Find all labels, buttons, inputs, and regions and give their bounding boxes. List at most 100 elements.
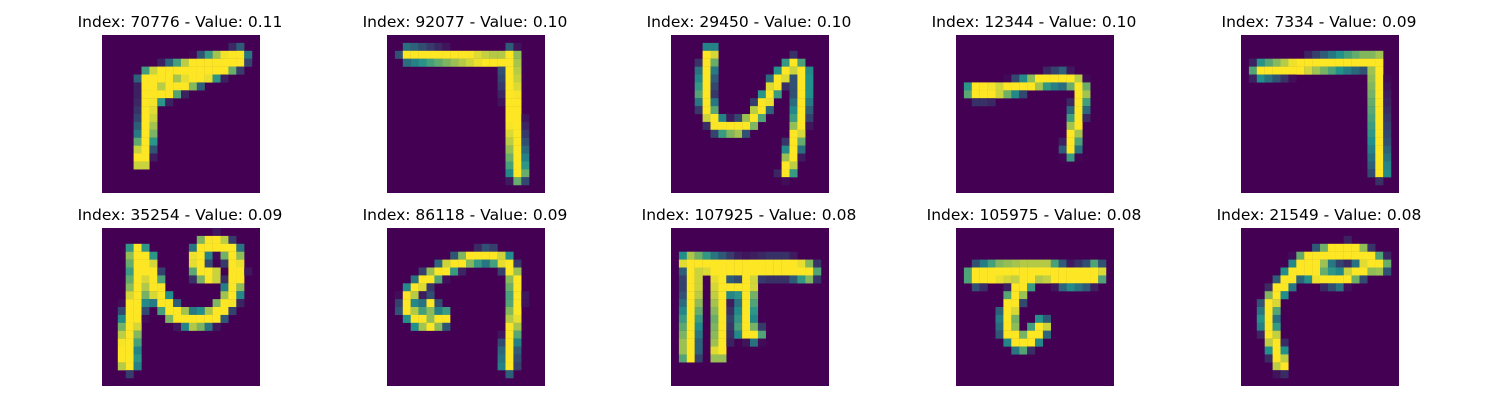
pixel xyxy=(1090,267,1099,276)
pixel xyxy=(718,354,727,363)
pixel xyxy=(402,42,411,51)
pixel xyxy=(1058,66,1067,75)
pixel xyxy=(1011,283,1020,292)
pixel xyxy=(995,275,1004,284)
pixel xyxy=(117,330,126,339)
pixel xyxy=(513,106,522,115)
pixel xyxy=(1375,251,1384,260)
pixel xyxy=(1367,121,1376,130)
pixel xyxy=(1027,346,1036,355)
pixel xyxy=(757,338,766,347)
pixel xyxy=(228,275,237,284)
pixel xyxy=(781,82,790,91)
pixel xyxy=(141,114,150,123)
pixel xyxy=(750,259,759,268)
pixel xyxy=(141,251,150,260)
pixel xyxy=(694,251,703,260)
pixel xyxy=(781,161,790,170)
pixel xyxy=(1074,90,1083,99)
pixel xyxy=(971,283,980,292)
pixel xyxy=(1351,259,1360,268)
pixel xyxy=(188,251,197,260)
pixel xyxy=(157,299,166,308)
pixel xyxy=(212,58,221,67)
pixel xyxy=(750,121,759,130)
pixel xyxy=(513,362,522,371)
pixel xyxy=(1375,121,1384,130)
pixel xyxy=(1272,58,1281,67)
pixel xyxy=(1375,114,1384,123)
pixel xyxy=(726,121,735,130)
pixel xyxy=(773,259,782,268)
pixel xyxy=(1035,275,1044,284)
pixel xyxy=(410,283,419,292)
pixel xyxy=(157,82,166,91)
pixel xyxy=(1351,267,1360,276)
pixel xyxy=(418,322,427,331)
pixel xyxy=(497,362,506,371)
pixel xyxy=(173,58,182,67)
pixel xyxy=(694,330,703,339)
pixel xyxy=(442,259,451,268)
pixel xyxy=(1042,322,1051,331)
pixel xyxy=(466,259,475,268)
pixel xyxy=(1074,129,1083,138)
pixel xyxy=(1320,275,1329,284)
pixel xyxy=(157,307,166,316)
pixel xyxy=(473,251,482,260)
pixel xyxy=(734,283,743,292)
pixel xyxy=(789,82,798,91)
pixel xyxy=(133,330,142,339)
pixel xyxy=(220,50,229,59)
pixel xyxy=(466,50,475,59)
pixel xyxy=(1272,283,1281,292)
pixel xyxy=(1367,82,1376,91)
pixel xyxy=(742,330,751,339)
pixel xyxy=(789,90,798,99)
pixel xyxy=(1027,82,1036,91)
digit-image xyxy=(956,35,1114,193)
pixel xyxy=(1074,98,1083,107)
pixel xyxy=(1367,114,1376,123)
pixel xyxy=(521,291,530,300)
pixel xyxy=(757,275,766,284)
pixel xyxy=(678,314,687,323)
pixel xyxy=(694,58,703,67)
pixel xyxy=(212,299,221,308)
pixel xyxy=(505,346,514,355)
pixel xyxy=(228,307,237,316)
pixel xyxy=(1066,275,1075,284)
pixel xyxy=(1375,82,1384,91)
pixel xyxy=(1296,66,1305,75)
pixel xyxy=(133,307,142,316)
pixel xyxy=(1074,74,1083,83)
pixel xyxy=(173,299,182,308)
pixel xyxy=(1375,161,1384,170)
pixel xyxy=(450,50,459,59)
pixel xyxy=(505,90,514,99)
pixel xyxy=(1264,283,1273,292)
pixel xyxy=(742,299,751,308)
pixel xyxy=(212,243,221,252)
pixel xyxy=(1327,267,1336,276)
pixel xyxy=(797,137,806,146)
pixel xyxy=(1066,145,1075,154)
pixel xyxy=(971,259,980,268)
pixel xyxy=(149,106,158,115)
pixel xyxy=(1272,74,1281,83)
pixel xyxy=(971,90,980,99)
pixel xyxy=(781,259,790,268)
pixel xyxy=(1248,58,1257,67)
pixel xyxy=(1272,362,1281,371)
pixel xyxy=(750,114,759,123)
pixel xyxy=(1011,291,1020,300)
pixel xyxy=(765,98,774,107)
pixel xyxy=(987,259,996,268)
pixel xyxy=(686,251,695,260)
pixel xyxy=(789,153,798,162)
pixel xyxy=(505,370,514,379)
pixel xyxy=(1019,259,1028,268)
pixel xyxy=(513,161,522,170)
pixel xyxy=(1312,259,1321,268)
pixel xyxy=(678,346,687,355)
